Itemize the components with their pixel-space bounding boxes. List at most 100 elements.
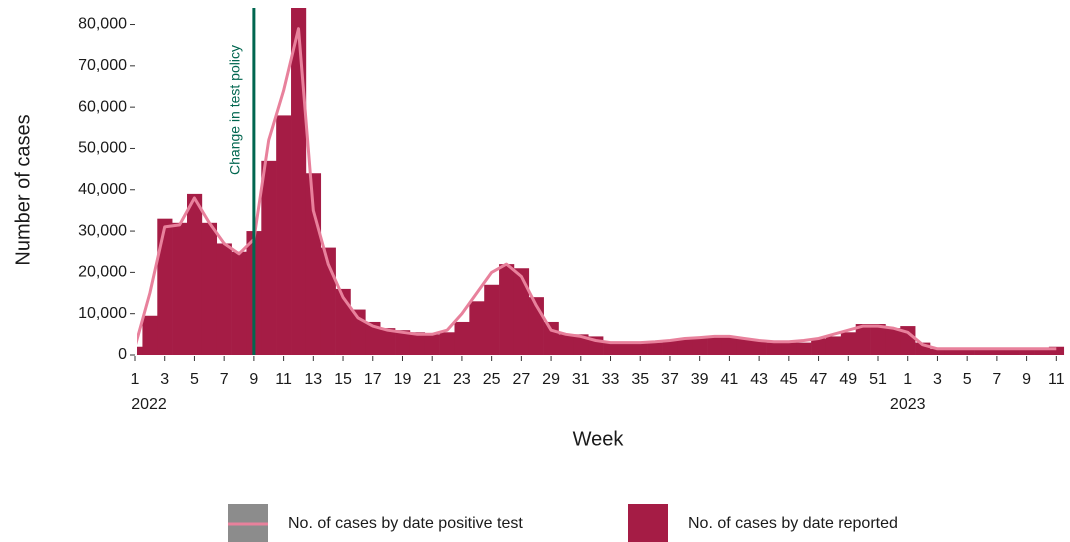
bar (736, 338, 752, 355)
bar (662, 340, 678, 355)
x-tick-label: 1 (131, 371, 140, 388)
x-tick-label: 25 (483, 371, 501, 388)
x-tick-label: 45 (780, 371, 798, 388)
legend: No. of cases by date positive test No. of… (228, 504, 898, 542)
bar (796, 342, 812, 355)
x-tick-label: 43 (750, 371, 768, 388)
bar (261, 160, 277, 355)
y-tick-label: 60,000 (78, 98, 127, 115)
bar (291, 8, 307, 355)
bar (959, 348, 975, 355)
bar (751, 340, 767, 355)
bar (721, 336, 738, 355)
y-tick-label: 80,000 (78, 16, 127, 33)
x-tick-label: 31 (572, 371, 590, 388)
x-tick-label: 7 (992, 371, 1001, 388)
x-tick-label: 19 (394, 371, 412, 388)
year-label: 2022 (131, 396, 167, 413)
x-tick-label: 37 (661, 371, 679, 388)
bar (409, 332, 426, 355)
bar (900, 326, 916, 355)
bar (513, 268, 530, 355)
bar (231, 251, 247, 355)
x-tick-label: 47 (810, 371, 828, 388)
bar (811, 338, 827, 355)
bar (1019, 348, 1035, 355)
bar (276, 115, 292, 356)
x-tick-label: 13 (304, 371, 322, 388)
x-tick-label: 29 (542, 371, 560, 388)
y-tick-label: 50,000 (78, 140, 127, 157)
bar (707, 336, 723, 355)
x-tick-label: 9 (1022, 371, 1031, 388)
bar (424, 334, 440, 355)
bar (142, 315, 158, 355)
line (137, 27, 1057, 351)
x-tick-label: 17 (364, 371, 382, 388)
bar (543, 321, 559, 355)
x-tick-label: 11 (1048, 371, 1065, 388)
plot-area (137, 8, 1065, 356)
bar (766, 342, 782, 355)
x-tick-label: 41 (721, 371, 739, 388)
y-tick-label: 40,000 (78, 181, 127, 198)
x-tick-label: 1 (903, 371, 912, 388)
bar (157, 218, 173, 355)
x-tick-label: 23 (453, 371, 471, 388)
x-tick-label: 3 (160, 371, 169, 388)
x-tick-label: 3 (933, 371, 942, 388)
bar (944, 348, 961, 355)
x-tick-label: 11 (275, 371, 292, 388)
bar (172, 222, 188, 355)
bar (137, 346, 143, 355)
axes: 0 10,000 20,000 30,000 40,000 50,000 60,000 70,… (78, 8, 1065, 413)
y-tick-label: 70,000 (78, 57, 127, 74)
x-tick-label: 39 (691, 371, 709, 388)
x-tick-label: 21 (423, 371, 441, 388)
bar (395, 330, 411, 355)
x-tick-label: 27 (512, 371, 530, 388)
bar (647, 342, 663, 355)
bar (692, 338, 708, 355)
y-tick-label: 10,000 (78, 305, 127, 322)
y-tick-label: 30,000 (78, 222, 127, 239)
bar (216, 243, 232, 355)
legend-label: No. of cases by date positive test (288, 515, 523, 532)
x-tick-label: 15 (334, 371, 352, 388)
bar (870, 324, 886, 355)
bar (603, 342, 619, 355)
bar (632, 342, 648, 355)
bar (499, 264, 515, 355)
bar (439, 332, 455, 355)
bar (781, 342, 797, 355)
y-tick-label: 20,000 (78, 264, 127, 281)
bar (1034, 348, 1050, 355)
x-axis-title: Week (573, 428, 625, 450)
bar (677, 338, 693, 355)
bar (885, 328, 901, 355)
bar (365, 321, 381, 355)
bar (305, 173, 322, 355)
bar (484, 284, 500, 355)
y-axis-title: Number of cases (12, 114, 34, 265)
y-tick-label: 0 (118, 346, 127, 363)
bar (558, 334, 574, 355)
x-tick-label: 51 (869, 371, 887, 388)
annotation: Change in test policy (227, 45, 243, 175)
x-tick-label: 49 (839, 371, 857, 388)
bar (201, 222, 218, 355)
bar (825, 336, 842, 355)
bar (930, 348, 946, 355)
bar (454, 321, 470, 355)
x-tick-label: 7 (220, 371, 229, 388)
bar (855, 324, 871, 355)
bar (469, 301, 485, 355)
bar (187, 193, 203, 355)
x-tick-label: 5 (190, 371, 199, 388)
bar (573, 334, 589, 355)
bar (1048, 346, 1065, 355)
legend-label: No. of cases by date reported (688, 515, 898, 532)
x-tick-label: 35 (631, 371, 649, 388)
bar (335, 288, 351, 355)
